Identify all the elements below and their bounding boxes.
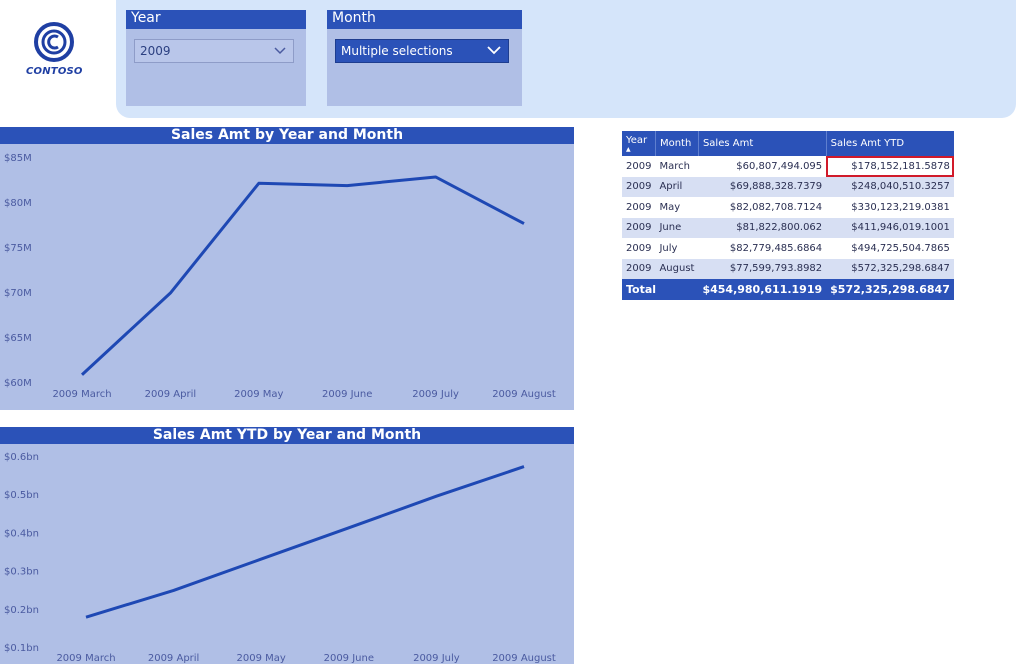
cell-sales-amt-ytd: $248,040,510.3257 (826, 176, 954, 197)
table-row[interactable]: 2009 July $82,779,485.6864 $494,725,504.786… (622, 238, 954, 259)
x-tick-label: 2009 July (413, 653, 460, 664)
data-point (168, 291, 172, 295)
column-header-sales-amt-ytd[interactable]: Sales Amt YTD (826, 131, 954, 156)
chevron-down-icon (487, 46, 501, 55)
table-total-row: Total $454,980,611.1919 $572,325,298.684… (622, 279, 954, 300)
table-row[interactable]: 2009 April $69,888,328.7379 $248,040,510.32… (622, 176, 954, 197)
y-tick-label: $85M (4, 153, 32, 164)
data-point (84, 615, 88, 619)
total-label: Total (622, 279, 699, 300)
sales-amt-chart: $60M $65M $70M $75M $80M $85M 2009 March 2009 A… (0, 127, 574, 410)
table-row[interactable]: 2009 March $60,807,494.095 $178,152,181.587… (622, 156, 954, 177)
column-header-month[interactable]: Month (655, 131, 699, 156)
y-tick-label: $0.2bn (4, 605, 39, 616)
line-chart-plot: $60M $65M $70M $75M $80M $85M 2009 March 2009 A… (4, 153, 556, 400)
data-point (80, 373, 84, 377)
data-point (522, 222, 526, 226)
x-tick-label: 2009 March (52, 389, 111, 400)
y-tick-label: $70M (4, 288, 32, 299)
sort-ascending-icon: ▲ (626, 145, 631, 153)
cell-sales-amt-ytd: $494,725,504.7865 (826, 238, 954, 259)
sales-table: Year ▲ Month Sales Amt Sales Amt YTD 200… (622, 131, 954, 300)
total-sales-amt: $454,980,611.1919 (698, 279, 827, 300)
x-tick-label: 2009 June (324, 653, 374, 664)
x-tick-label: 2009 April (145, 389, 196, 400)
y-tick-label: $60M (4, 378, 32, 389)
month-slicer-title: Month (327, 10, 522, 29)
cell-year: 2009 (622, 197, 656, 218)
x-tick-label: 2009 March (56, 653, 115, 664)
series-line (85, 465, 525, 619)
table-header-row: Year ▲ Month Sales Amt Sales Amt YTD (622, 131, 954, 156)
cell-sales-amt-ytd: $330,123,219.0381 (826, 197, 954, 218)
x-tick-label: 2009 May (234, 389, 283, 400)
y-tick-label: $65M (4, 333, 32, 344)
y-tick-label: $0.3bn (4, 567, 39, 578)
x-tick-label: 2009 July (412, 389, 459, 400)
data-point (434, 494, 438, 498)
table-row[interactable]: 2009 June $81,822,800.062 $411,946,019.1001 (622, 217, 954, 238)
cell-month: June (655, 217, 699, 238)
y-tick-label: $0.4bn (4, 528, 39, 539)
year-dropdown[interactable]: 2009 (134, 39, 294, 63)
chart-title: Sales Amt YTD by Year and Month (0, 427, 574, 444)
data-point (345, 184, 349, 188)
cell-sales-amt: $81,822,800.062 (698, 217, 827, 238)
table-row[interactable]: 2009 May $82,082,708.7124 $330,123,219.0381 (622, 197, 954, 218)
year-slicer-title: Year (126, 10, 306, 29)
cell-year: 2009 (622, 156, 656, 177)
cell-year: 2009 (622, 238, 656, 259)
month-dropdown-value: Multiple selections (341, 44, 453, 58)
data-point (522, 465, 526, 469)
data-point (347, 526, 351, 530)
sales-amt-ytd-chart: $0.1bn $0.2bn $0.3bn $0.4bn $0.5bn $0.6bn 2009… (0, 427, 574, 664)
y-tick-label: $80M (4, 198, 32, 209)
data-point (257, 181, 261, 185)
cell-sales-amt-ytd: $572,325,298.6847 (826, 258, 954, 279)
cell-sales-amt-ytd: $178,152,181.5878 (826, 156, 954, 177)
x-tick-label: 2009 August (492, 653, 556, 664)
filter-bar: Year 2009 Month Multiple selections (116, 0, 1016, 118)
y-tick-label: $0.1bn (4, 643, 39, 654)
month-slicer: Month Multiple selections (327, 10, 522, 106)
series-line (80, 175, 525, 376)
column-header-sales-amt[interactable]: Sales Amt (698, 131, 827, 156)
y-tick-label: $0.6bn (4, 452, 39, 463)
contoso-logo-icon (34, 22, 74, 62)
cell-sales-amt: $69,888,328.7379 (698, 176, 827, 197)
data-point (259, 557, 263, 561)
chevron-down-icon (274, 47, 286, 55)
x-tick-label: 2009 April (148, 653, 199, 664)
cell-month: July (655, 238, 699, 259)
table-row[interactable]: 2009 August $77,599,793.8982 $572,325,298.6… (622, 258, 954, 279)
cell-month: May (655, 197, 699, 218)
x-tick-label: 2009 August (492, 389, 556, 400)
line-chart-plot: $0.1bn $0.2bn $0.3bn $0.4bn $0.5bn $0.6bn 2009… (4, 452, 556, 664)
total-sales-amt-ytd: $572,325,298.6847 (826, 279, 954, 300)
brand-name: CONTOSO (26, 66, 83, 77)
column-header-year[interactable]: Year ▲ (622, 131, 656, 156)
cell-month: April (655, 176, 699, 197)
cell-month: March (655, 156, 699, 177)
year-slicer: Year 2009 (126, 10, 306, 106)
cell-year: 2009 (622, 217, 656, 238)
data-point (434, 175, 438, 179)
year-dropdown-value: 2009 (140, 44, 171, 58)
cell-sales-amt: $60,807,494.095 (698, 156, 827, 177)
x-tick-label: 2009 May (237, 653, 286, 664)
cell-year: 2009 (622, 258, 656, 279)
chart-title: Sales Amt by Year and Month (0, 127, 574, 144)
cell-sales-amt: $82,779,485.6864 (698, 238, 827, 259)
cell-sales-amt: $82,082,708.7124 (698, 197, 827, 218)
data-point (172, 588, 176, 592)
cell-sales-amt-ytd: $411,946,019.1001 (826, 217, 954, 238)
cell-month: August (655, 258, 699, 279)
x-tick-label: 2009 June (322, 389, 372, 400)
contoso-logo: CONTOSO (26, 22, 82, 82)
month-dropdown[interactable]: Multiple selections (335, 39, 509, 63)
cell-sales-amt: $77,599,793.8982 (698, 258, 827, 279)
y-tick-label: $75M (4, 243, 32, 254)
y-tick-label: $0.5bn (4, 490, 39, 501)
cell-year: 2009 (622, 176, 656, 197)
